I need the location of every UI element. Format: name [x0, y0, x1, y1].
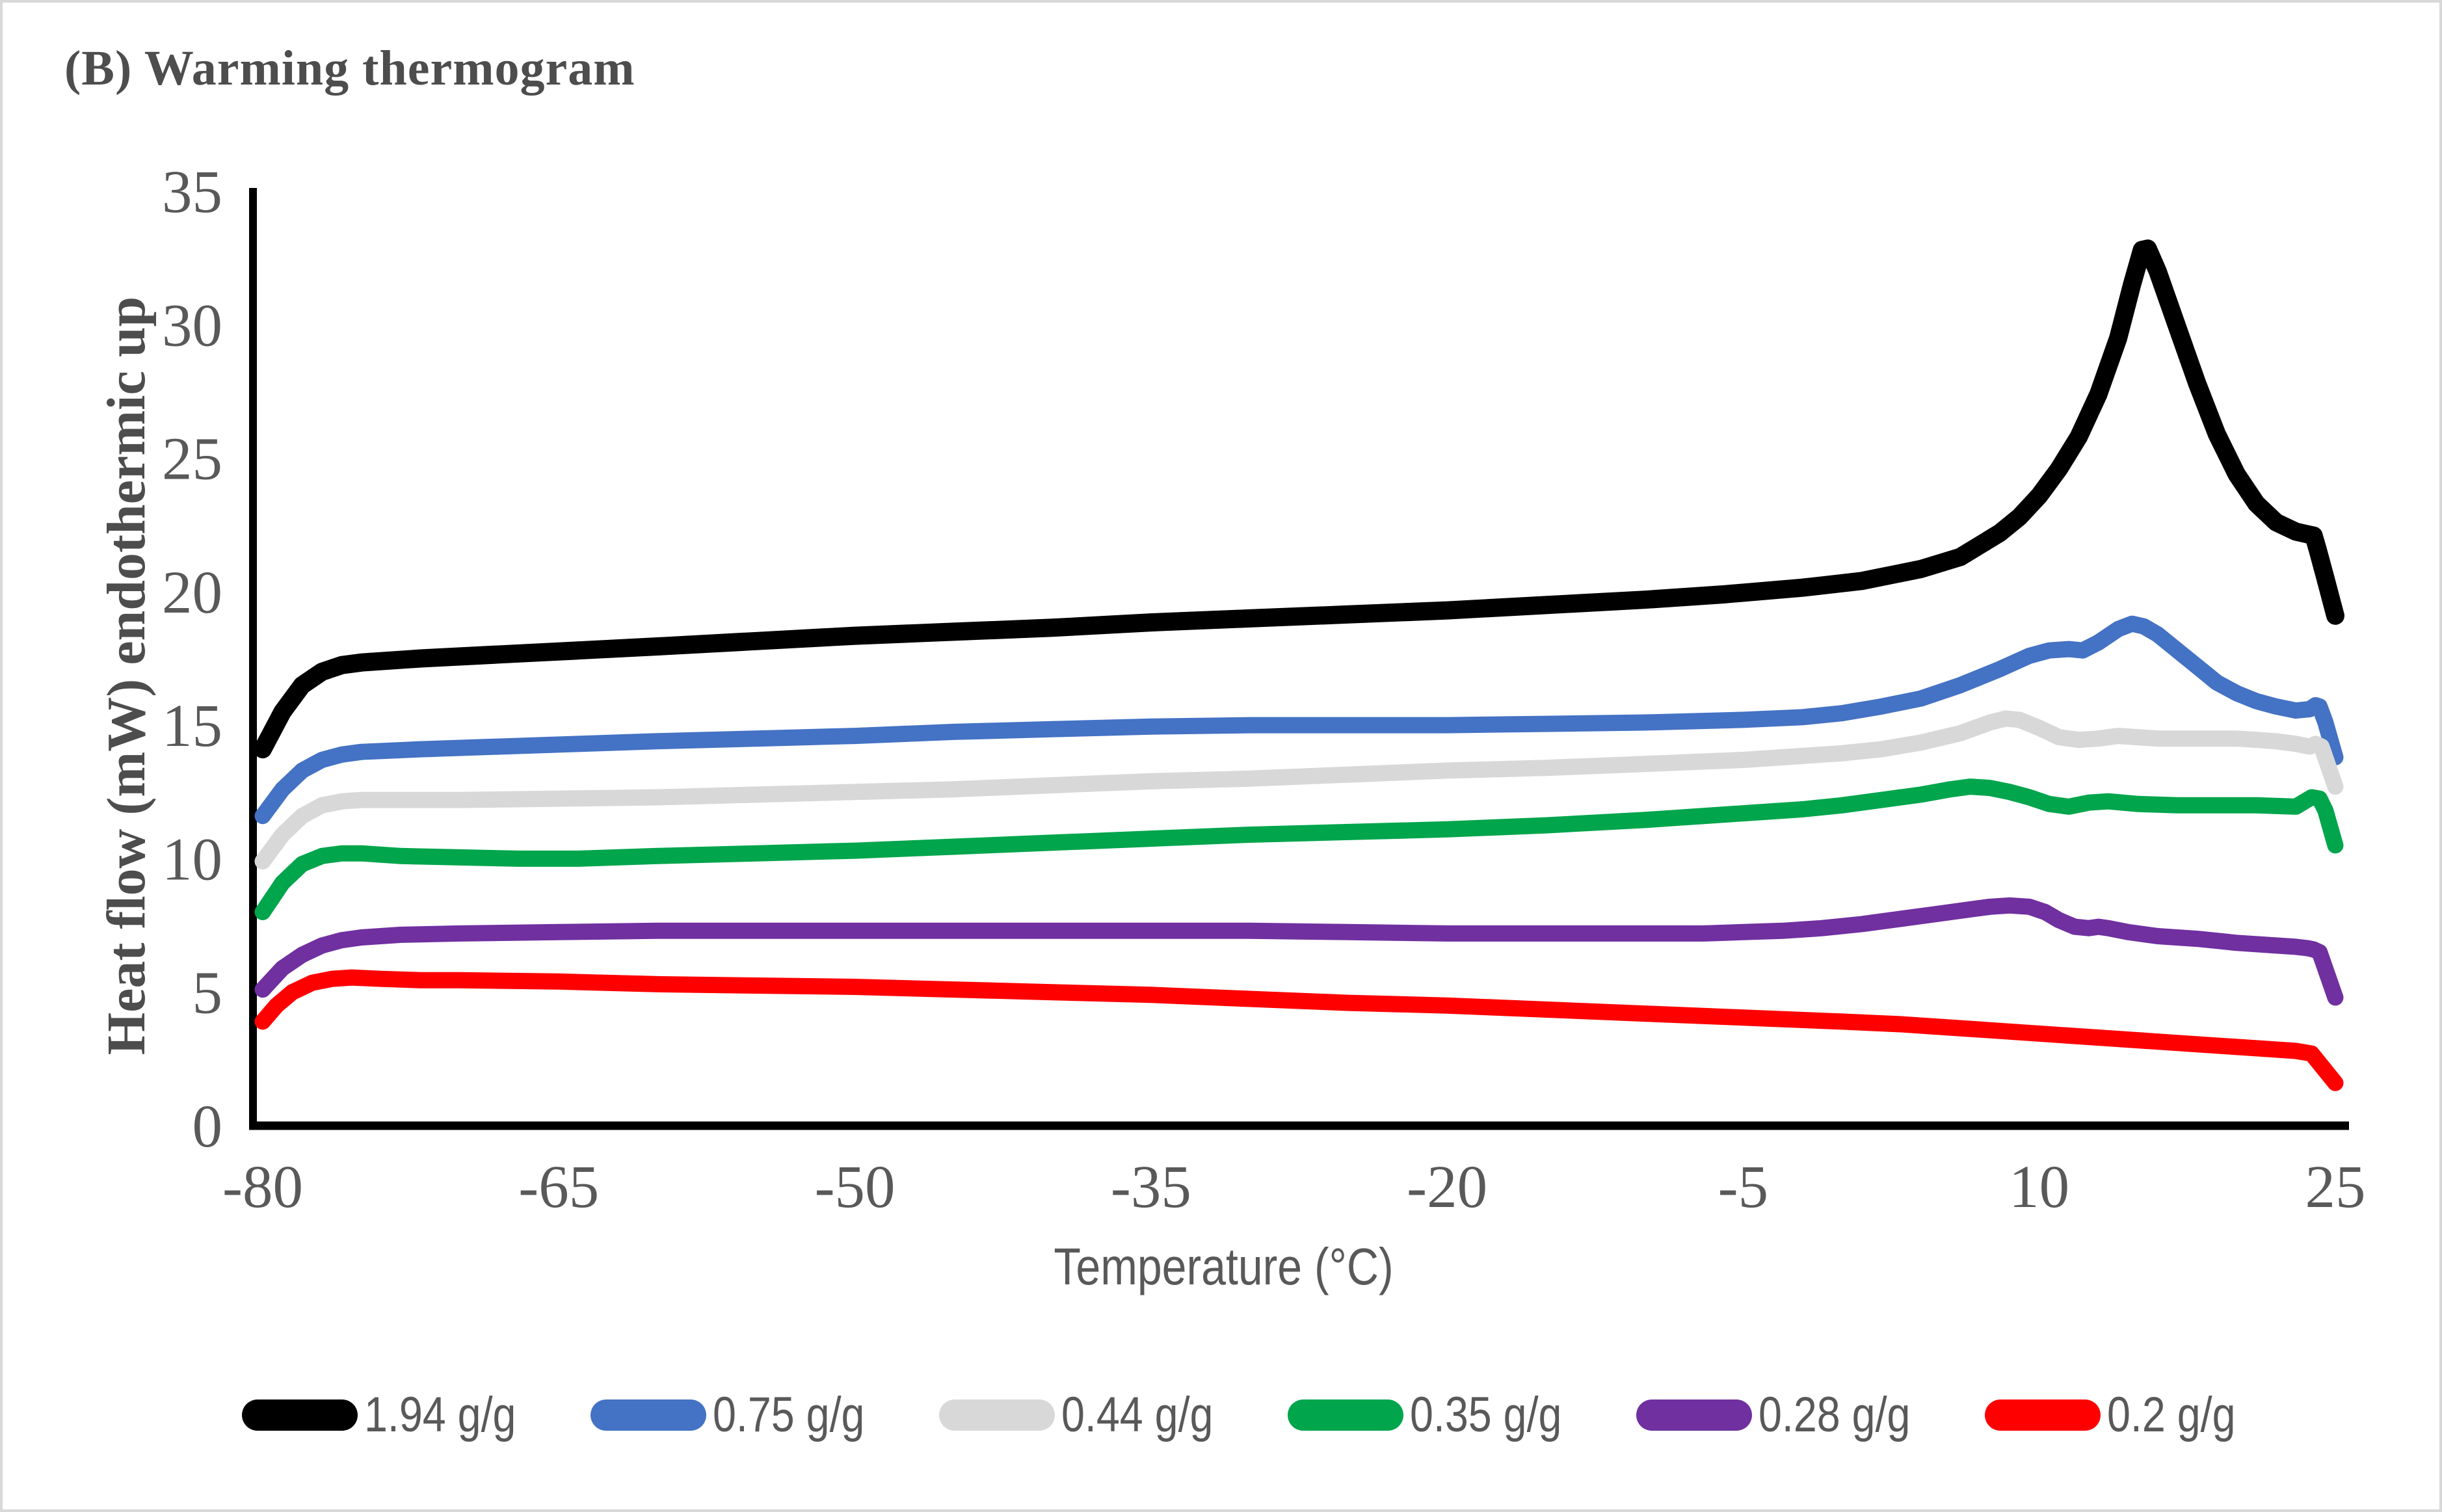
y-tick-label: 25: [162, 426, 222, 493]
x-tick-label: -65: [518, 1154, 599, 1221]
legend-label: 0.28 g/g: [1759, 1387, 1911, 1442]
legend-item: 0.44 g/g: [939, 1386, 1288, 1443]
y-tick-label: 35: [162, 159, 222, 226]
x-tick-label: -35: [1111, 1154, 1191, 1221]
legend-swatch: [242, 1399, 358, 1431]
legend-swatch: [591, 1399, 706, 1431]
legend-label: 1.94 g/g: [364, 1387, 516, 1442]
legend-item: 0.35 g/g: [1288, 1386, 1636, 1443]
chart-title: (B) Warming thermogram: [64, 41, 635, 96]
legend-item: 0.28 g/g: [1636, 1386, 1985, 1443]
legend-item: 0.75 g/g: [591, 1386, 939, 1443]
legend: 1.94 g/g 0.75 g/g 0.44 g/g 0.35 g/g 0.28 g/g…: [242, 1386, 2258, 1443]
legend-label: 0.35 g/g: [1410, 1387, 1562, 1442]
series-line-0.75gg: [254, 615, 2344, 825]
y-axis-title: Heat flow (mW) endothermic up: [96, 296, 157, 1055]
y-tick-label: 10: [162, 826, 222, 893]
legend-swatch: [1985, 1399, 2101, 1431]
y-tick-label: 20: [162, 559, 222, 626]
y-tick-label: 15: [162, 693, 222, 760]
x-tick-label: 25: [2305, 1154, 2365, 1221]
series-line-0.2gg: [254, 969, 2344, 1091]
legend-swatch: [1636, 1399, 1752, 1431]
legend-label: 0.2 g/g: [2107, 1387, 2236, 1442]
plot-area: 0 5 10 15 20 25 30 35 -80 -65 -50 -35 -20 -5 10 25: [162, 159, 2365, 1221]
legend-item: 1.94 g/g: [242, 1386, 591, 1443]
series-line-0.28gg: [254, 897, 2344, 1006]
x-tick-label: -20: [1407, 1154, 1487, 1221]
y-tick-label: 0: [192, 1093, 223, 1160]
x-tick-label: 10: [2009, 1154, 2069, 1221]
y-tick-label: 30: [162, 292, 222, 359]
legend-label: 0.44 g/g: [1061, 1387, 1214, 1442]
series-line-0.35gg: [254, 778, 2344, 920]
x-tick-label: -5: [1718, 1154, 1768, 1221]
x-tick-label: -80: [222, 1154, 303, 1221]
legend-swatch: [939, 1399, 1055, 1431]
legend-swatch: [1288, 1399, 1403, 1431]
x-axis-title: Temperature (°C): [1054, 1238, 1394, 1295]
legend-label: 0.75 g/g: [713, 1387, 865, 1442]
legend-item: 0.2 g/g: [1985, 1386, 2258, 1443]
x-tick-label: -50: [815, 1154, 896, 1221]
y-tick-label: 5: [192, 960, 223, 1027]
series-line-0.44gg: [254, 710, 2344, 869]
series-line-1.94gg: [254, 239, 2344, 759]
